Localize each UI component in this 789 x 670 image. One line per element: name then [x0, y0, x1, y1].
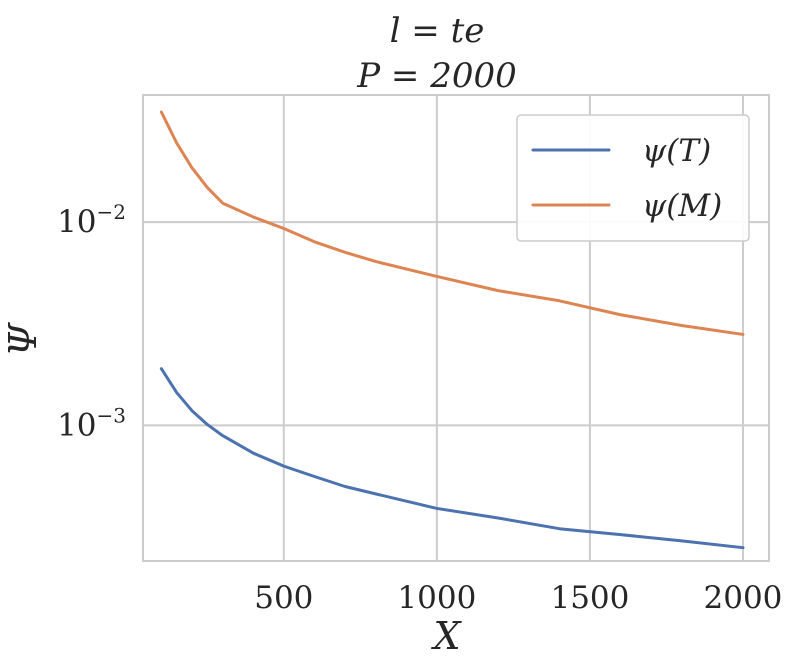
x-tick-label: 500 — [254, 580, 313, 616]
legend-box — [516, 114, 750, 242]
y-axis-label: Ψ — [1, 322, 45, 357]
series-layer — [159, 110, 745, 550]
y-tick-label: 10−2 — [57, 200, 126, 240]
legend-entry-psi-t-label: ψ(T) — [642, 133, 711, 169]
chart-title-line-2: P = 2000 — [356, 56, 517, 96]
series-line-psi-t — [159, 367, 745, 550]
x-ticks-layer: 500 1000 1500 2000 — [254, 580, 782, 616]
x-tick-label: 1500 — [550, 580, 629, 616]
x-axis-label: X — [430, 614, 462, 658]
legend: ψ(T) ψ(M) — [516, 114, 750, 242]
series-line-psi-m — [159, 110, 745, 336]
chart-title-line-1: l = te — [390, 11, 485, 51]
y-tick-label: 10−3 — [57, 403, 126, 443]
plot-frame — [142, 94, 770, 562]
x-tick-label: 2000 — [704, 580, 783, 616]
x-tick-label: 1000 — [397, 580, 476, 616]
y-ticks-layer: 10−2 10−3 — [57, 200, 126, 443]
legend-entry-psi-m-label: ψ(M) — [642, 188, 722, 224]
